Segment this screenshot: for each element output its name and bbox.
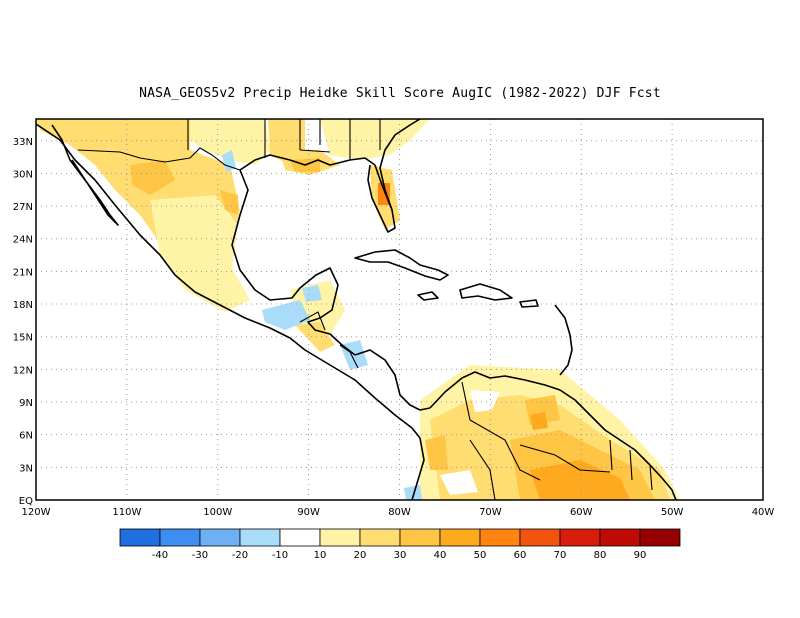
coast-colombia-west [411,437,425,500]
colorbar-label: 10 [314,550,327,561]
fill-sa-blue [404,485,422,500]
lon-tick-label: 50W [661,507,684,518]
fill-sa-hot [530,412,548,430]
lat-tick-label: 18N [13,300,33,311]
fill-sa-white2 [440,470,478,495]
colorbar-swatch [119,528,161,547]
coast-mexico-pacific [36,123,421,439]
colorbar-swatch [359,528,401,547]
lat-tick-label: 6N [19,431,33,442]
coast-jamaica [417,291,439,301]
colorbar-swatch [279,528,321,547]
lat-lon-grid [36,119,763,500]
coast-puerto-rico [519,299,539,308]
coast-baja [51,124,119,226]
fill-sa-orange4 [425,435,448,470]
coastlines [36,119,677,500]
fill-baja [52,119,95,140]
coast-us-gulf [239,154,376,171]
fill-texas [190,119,270,165]
colorbar-label: -10 [272,550,288,561]
lon-tick-label: 40W [752,507,775,518]
colorbar-label: -40 [152,550,168,561]
lat-tick-label: 24N [13,235,33,246]
border-us-mexico [77,147,241,171]
lon-tick-label: 90W [297,507,320,518]
colorbar-swatch [319,528,361,547]
fill-central-america [295,322,335,352]
colorbar-swatch [239,528,281,547]
lon-tick-label: 60W [570,507,593,518]
fill-ca-blue [262,300,310,330]
lat-tick-label: 33N [13,137,33,148]
colorbar-swatch [399,528,441,547]
lon-tick-label: 120W [22,507,51,518]
colorbar: -40 -30 -20 -10 10 20 30 40 50 60 70 80 90 [119,528,681,561]
border-sa [461,381,653,500]
colorbar-swatch [639,528,681,547]
fill-sa-white [470,390,500,412]
colorbar-label: 40 [434,550,447,561]
colorbar-label: 60 [514,550,527,561]
lat-tick-label: 21N [13,267,33,278]
lon-tick-labels: 120W 110W 100W 90W 80W 70W 60W 50W 40W [22,507,775,518]
lat-tick-label: 30N [13,169,33,180]
lat-tick-label: 12N [13,365,33,376]
colorbar-label: 90 [634,550,647,561]
coast-hispaniola [459,283,513,301]
lat-tick-label: 9N [19,398,33,409]
colorbar-swatch [559,528,601,547]
fill-mexico-orange [130,160,175,195]
colorbar-swatch [159,528,201,547]
lat-tick-label: 15N [13,333,33,344]
border-ca [299,311,359,369]
colorbar-label: -20 [232,550,248,561]
fill-sa-orange2 [530,460,630,500]
colorbar-label: 80 [594,550,607,561]
colorbar-label: 50 [474,550,487,561]
lat-tick-labels: EQ 3N 6N 9N 12N 15N 18N 21N 24N 27N 30N 33N [13,137,33,507]
coast-us-atlantic [379,119,421,211]
colorbar-swatch [599,528,641,547]
fill-ca-blue3 [302,285,322,302]
lat-tick-label: 27N [13,202,33,213]
chart-title: NASA_GEOS5v2 Precip Heidke Skill Score A… [139,86,661,101]
coast-sa-north [429,371,677,500]
lon-tick-label: 110W [112,507,141,518]
coast-ca-east [354,349,431,411]
border-us-states [187,119,381,160]
lon-tick-label: 80W [388,507,411,518]
coast-antilles [554,304,573,376]
colorbar-swatch [519,528,561,547]
coast-cuba [354,249,449,281]
fill-mexico-central [150,195,250,312]
colorbar-swatch [199,528,241,547]
skill-fill-layer [36,119,680,500]
lon-tick-label: 100W [203,507,232,518]
coast-gulf [231,169,356,356]
fill-blue-texas [222,150,236,172]
lon-tick-label: 70W [479,507,502,518]
colorbar-label: 30 [394,550,407,561]
colorbar-label: -30 [192,550,208,561]
lat-tick-label: EQ [19,496,33,507]
borders [77,119,653,500]
colorbar-swatch [439,528,481,547]
fill-southeast-us [320,119,430,160]
fill-mexico-orange2 [220,190,238,215]
plot-frame [35,118,764,501]
colorbar-label: 20 [354,550,367,561]
colorbar-label: 70 [554,550,567,561]
colorbar-swatch [479,528,521,547]
lat-tick-label: 3N [19,463,33,474]
